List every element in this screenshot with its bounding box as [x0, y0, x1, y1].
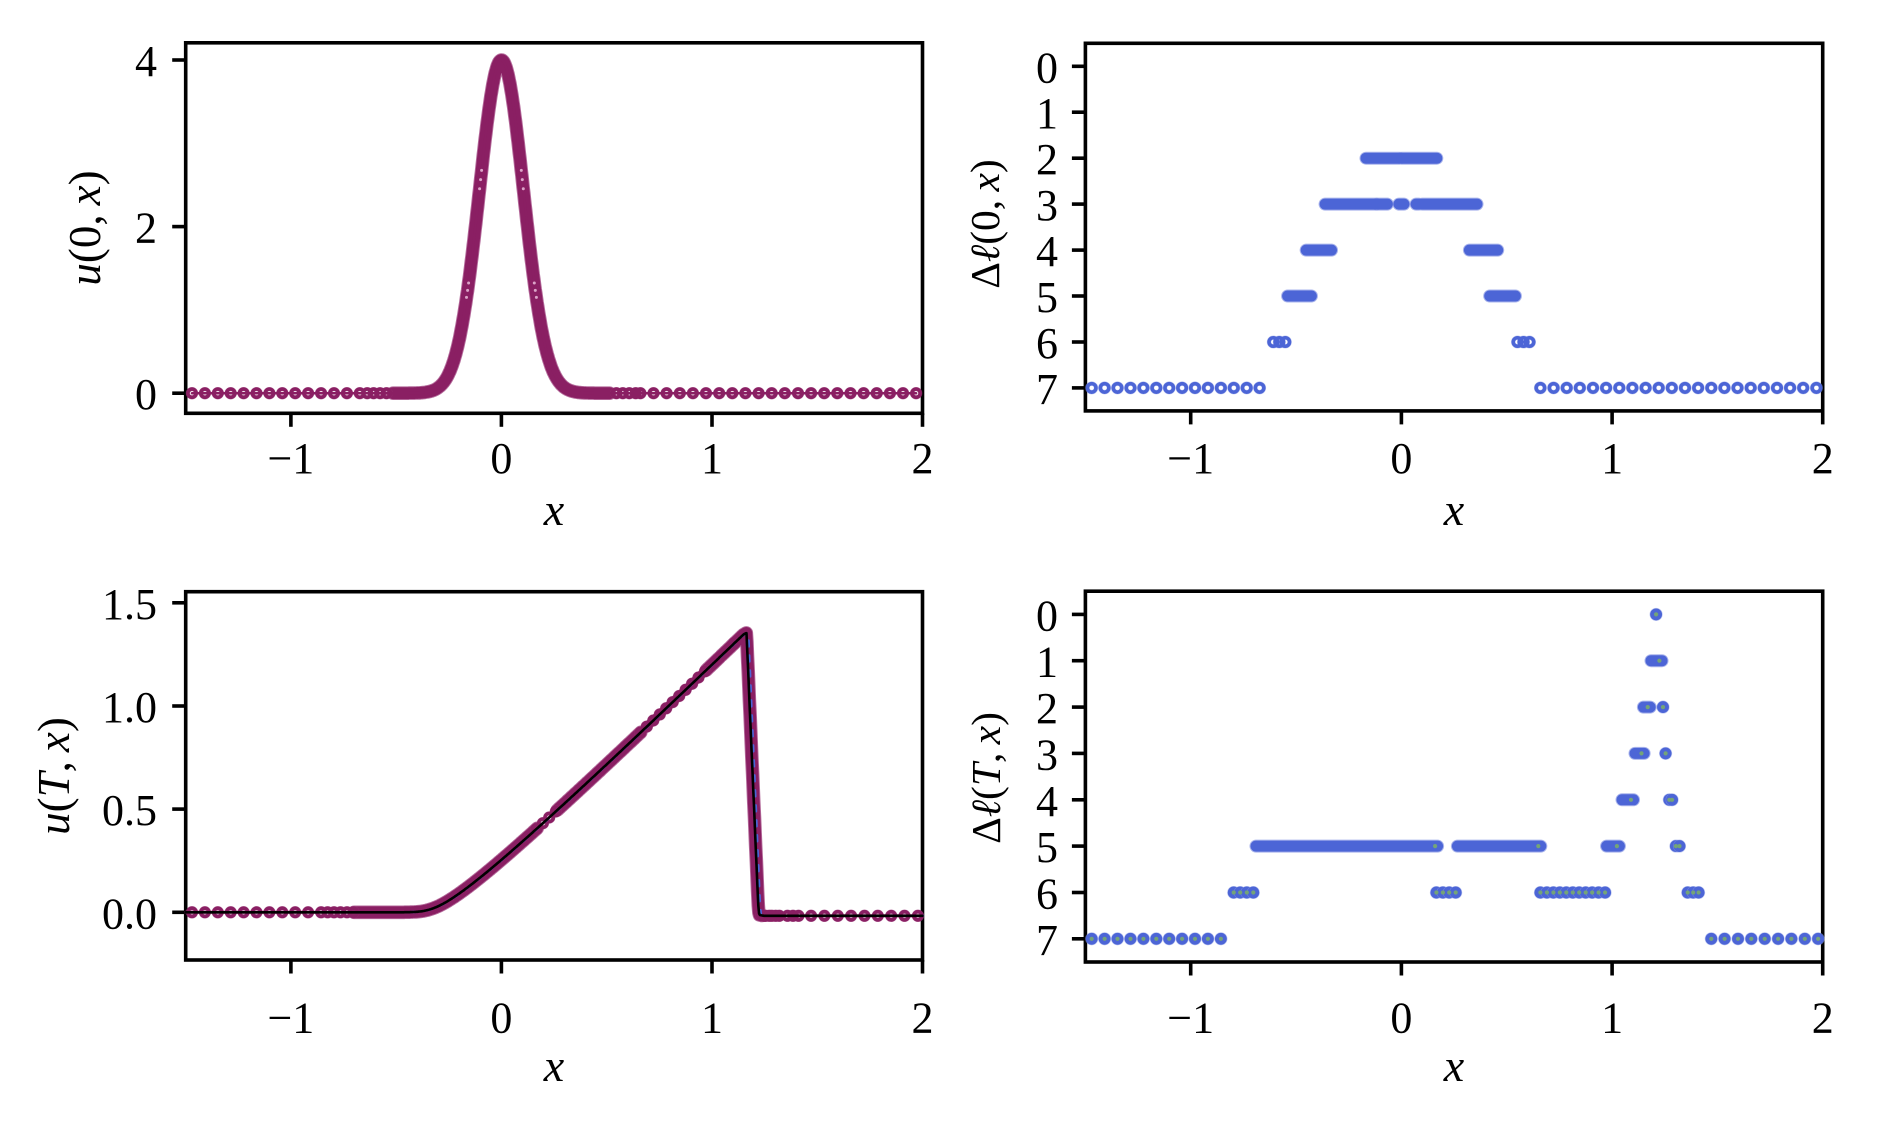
svg-text:2: 2: [1036, 135, 1058, 184]
svg-text:3: 3: [1036, 181, 1058, 230]
svg-text:2: 2: [912, 434, 934, 483]
svg-text:2: 2: [1036, 684, 1058, 733]
svg-text:x: x: [543, 484, 565, 535]
svg-text:7: 7: [1036, 916, 1058, 965]
svg-text:6: 6: [1036, 319, 1058, 368]
svg-text:1: 1: [1036, 89, 1058, 138]
svg-text:0: 0: [1390, 994, 1412, 1043]
svg-text:−1: −1: [1167, 994, 1214, 1043]
svg-text:−1: −1: [267, 994, 314, 1043]
svg-text:0: 0: [490, 434, 512, 483]
svg-text:−1: −1: [1167, 434, 1214, 483]
svg-text:Δℓ(0, x): Δℓ(0, x): [962, 159, 1009, 289]
svg-text:2: 2: [135, 204, 157, 253]
svg-text:1.5: 1.5: [102, 580, 157, 629]
svg-text:Δℓ(T, x): Δℓ(T, x): [963, 712, 1010, 844]
svg-text:4: 4: [135, 37, 157, 86]
svg-text:0.0: 0.0: [102, 889, 157, 938]
svg-text:6: 6: [1036, 870, 1058, 919]
svg-text:0: 0: [1390, 434, 1412, 483]
svg-text:5: 5: [1036, 823, 1058, 872]
svg-text:2: 2: [1812, 994, 1834, 1043]
svg-text:4: 4: [1036, 227, 1058, 276]
svg-text:5: 5: [1036, 273, 1058, 322]
svg-text:1: 1: [701, 994, 723, 1043]
svg-text:1: 1: [1036, 638, 1058, 687]
svg-text:0: 0: [490, 994, 512, 1043]
svg-text:1.0: 1.0: [102, 683, 157, 732]
svg-text:−1: −1: [267, 434, 314, 483]
svg-text:x: x: [1443, 484, 1465, 535]
svg-text:0: 0: [1036, 591, 1058, 640]
svg-text:u(0, x): u(0, x): [60, 170, 110, 285]
svg-text:7: 7: [1036, 365, 1058, 414]
svg-text:u(T, x): u(T, x): [29, 717, 79, 835]
svg-text:1: 1: [701, 434, 723, 483]
svg-text:1: 1: [1601, 434, 1623, 483]
svg-text:2: 2: [912, 994, 934, 1043]
svg-text:4: 4: [1036, 777, 1058, 826]
svg-text:0: 0: [1036, 43, 1058, 92]
svg-text:1: 1: [1601, 994, 1623, 1043]
svg-text:3: 3: [1036, 730, 1058, 779]
svg-text:0: 0: [135, 370, 157, 419]
svg-text:x: x: [1443, 1040, 1465, 1091]
svg-text:2: 2: [1812, 434, 1834, 483]
svg-text:x: x: [543, 1040, 565, 1091]
svg-text:0.5: 0.5: [102, 786, 157, 835]
